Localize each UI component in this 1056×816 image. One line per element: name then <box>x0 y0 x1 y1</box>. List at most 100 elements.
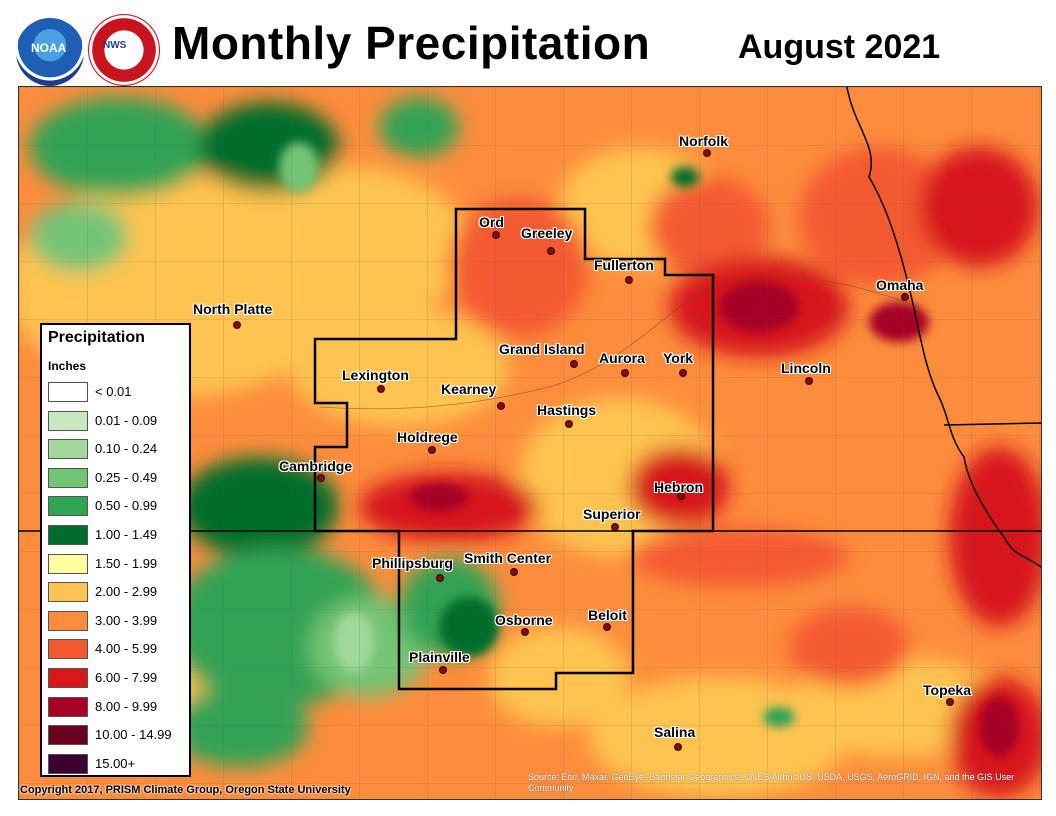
city-label-salina[interactable]: Salina <box>654 724 696 740</box>
legend-swatch <box>48 610 88 631</box>
city-label-york[interactable]: York <box>663 350 694 366</box>
legend-item: 0.10 - 0.24 <box>48 439 188 460</box>
legend-item: 1.50 - 1.99 <box>48 553 188 574</box>
city-marker <box>439 666 447 674</box>
city-label-phillipsburg[interactable]: Phillipsburg <box>372 555 453 571</box>
legend-swatch <box>48 553 88 574</box>
city-marker <box>497 402 505 410</box>
legend-item: < 0.01 <box>48 382 188 402</box>
city-label-greeley[interactable]: Greeley <box>521 225 573 241</box>
legend-label: 3.00 - 3.99 <box>95 612 158 628</box>
legend-label: 1.00 - 1.49 <box>95 527 158 542</box>
legend-label: 15.00+ <box>95 755 136 771</box>
city-label-north-platte[interactable]: North Platte <box>193 301 273 317</box>
city-marker <box>679 369 687 377</box>
city-label-omaha[interactable]: Omaha <box>876 277 924 293</box>
legend-swatch <box>48 582 88 603</box>
city-marker <box>377 385 385 393</box>
legend-label: 0.10 - 0.24 <box>95 441 158 457</box>
city-label-aurora[interactable]: Aurora <box>599 350 645 366</box>
legend-item: 0.50 - 0.99 <box>48 496 188 517</box>
city-label-ord[interactable]: Ord <box>479 214 504 230</box>
legend-item: 2.00 - 2.99 <box>48 582 188 603</box>
legend-item: 0.01 - 0.09 <box>48 410 188 431</box>
city-marker <box>677 492 685 500</box>
legend-swatch <box>48 525 88 545</box>
city-marker <box>233 321 241 329</box>
map-header: NOAA NWS Monthly Precipitation August 20… <box>0 0 1056 86</box>
legend-swatch <box>48 467 88 488</box>
legend-label: 2.00 - 2.99 <box>95 584 158 600</box>
city-marker <box>805 377 813 385</box>
legend-title: Precipitation <box>48 329 145 346</box>
city-label-superior[interactable]: Superior <box>583 506 641 522</box>
city-label-plainville[interactable]: Plainville <box>409 649 470 665</box>
legend-item: 3.00 - 3.99 <box>48 610 188 631</box>
legend-label: 10.00 - 14.99 <box>95 727 172 743</box>
city-marker <box>611 523 619 531</box>
city-label-smith-center[interactable]: Smith Center <box>464 550 552 566</box>
legend-swatch <box>48 496 88 517</box>
legend-item: 4.00 - 5.99 <box>48 639 188 660</box>
legend-label: 1.50 - 1.99 <box>95 555 158 571</box>
city-marker <box>674 743 682 751</box>
city-label-cambridge[interactable]: Cambridge <box>279 458 353 474</box>
nws-logo-icon <box>88 14 160 86</box>
city-label-kearney[interactable]: Kearney <box>441 381 497 397</box>
legend-label: 0.25 - 0.49 <box>95 469 158 485</box>
city-marker <box>570 360 578 368</box>
legend-swatch <box>48 410 88 431</box>
city-label-norfolk[interactable]: Norfolk <box>679 133 728 149</box>
city-label-fullerton[interactable]: Fullerton <box>594 257 654 273</box>
legend-label: 4.00 - 5.99 <box>95 641 158 657</box>
city-label-hebron[interactable]: Hebron <box>654 479 703 495</box>
legend-swatch <box>48 696 88 717</box>
noaa-logo-icon <box>16 18 84 86</box>
legend-label: 0.50 - 0.99 <box>95 498 158 514</box>
city-marker <box>492 231 500 239</box>
map-legend: Precipitation Inches < 0.01 0.01 - 0.09 0.… <box>40 323 191 777</box>
city-label-osborne[interactable]: Osborne <box>495 612 553 628</box>
legend-swatch <box>48 439 88 460</box>
nws-logo-text: NWS <box>103 40 127 51</box>
legend-item: 15.00+ <box>48 753 188 774</box>
city-label-lexington[interactable]: Lexington <box>342 367 409 383</box>
city-marker <box>510 568 518 576</box>
city-marker <box>901 293 909 301</box>
noaa-logo-text: NOAA <box>31 41 67 55</box>
legend-label: 0.01 - 0.09 <box>95 412 158 428</box>
legend-label: < 0.01 <box>95 384 132 399</box>
map-date: August 2021 <box>738 28 941 66</box>
city-marker <box>547 247 555 255</box>
basemap-credits: Source: Esri, Maxar, GeoEye, Earthstar G… <box>528 772 1015 793</box>
city-marker <box>521 628 529 636</box>
city-label-topeka[interactable]: Topeka <box>923 682 971 698</box>
city-marker <box>946 698 954 706</box>
city-marker <box>703 149 711 157</box>
legend-label: 8.00 - 9.99 <box>95 698 158 714</box>
legend-swatch <box>48 382 88 402</box>
map-title: Monthly Precipitation <box>172 17 651 69</box>
city-marker <box>436 574 444 582</box>
legend-item: 6.00 - 7.99 <box>48 668 188 688</box>
city-marker <box>317 474 325 482</box>
city-label-lincoln[interactable]: Lincoln <box>781 360 831 376</box>
city-marker <box>603 623 611 631</box>
city-label-holdrege[interactable]: Holdrege <box>397 429 458 445</box>
city-marker <box>621 369 629 377</box>
city-label-beloit[interactable]: Beloit <box>588 607 627 623</box>
city-marker <box>428 446 436 454</box>
city-label-hastings[interactable]: Hastings <box>537 402 597 418</box>
legend-swatch <box>48 668 88 688</box>
legend-item: 0.25 - 0.49 <box>48 467 188 488</box>
legend-item: 1.00 - 1.49 <box>48 525 188 545</box>
city-marker <box>565 420 573 428</box>
copyright-text: Copyright 2017, PRISM Climate Group, Ore… <box>20 784 351 796</box>
city-marker <box>625 276 633 284</box>
legend-item: 10.00 - 14.99 <box>48 725 188 746</box>
legend-swatch <box>48 639 88 660</box>
legend-swatch <box>48 725 88 746</box>
legend-label: 6.00 - 7.99 <box>95 670 158 685</box>
legend-unit: Inches <box>48 359 87 373</box>
city-label-grand-island[interactable]: Grand Island <box>499 341 585 357</box>
